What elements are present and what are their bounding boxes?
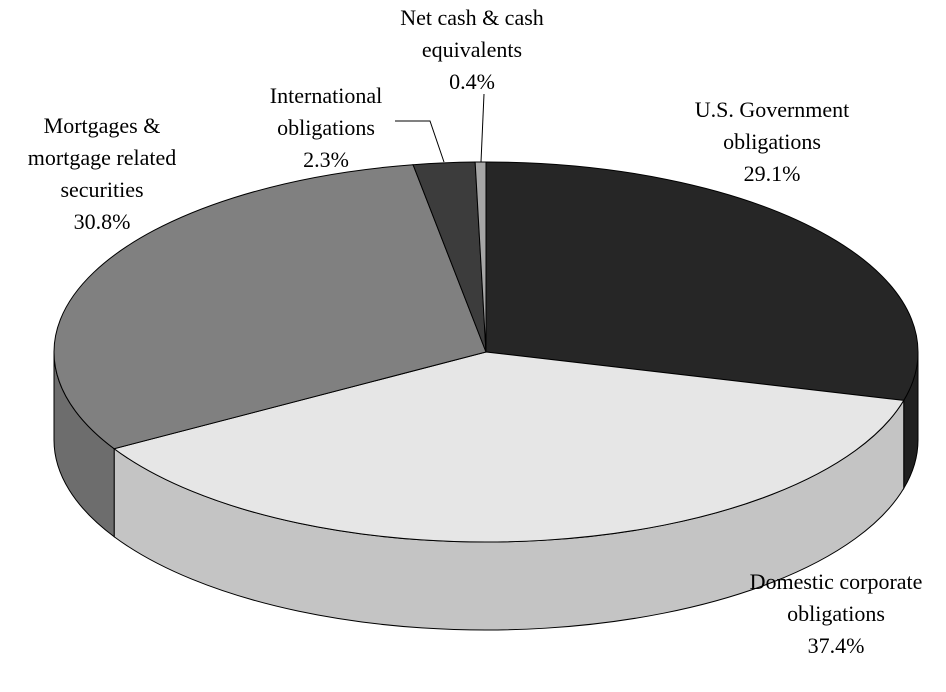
slice bbox=[113, 351, 905, 543]
value-label: 29.1% bbox=[743, 161, 801, 186]
category-label: International obligations bbox=[269, 83, 383, 140]
category-label: Net cash & cash equivalents bbox=[400, 5, 544, 62]
slice-label: International obligations 2.3% bbox=[251, 80, 401, 176]
value-label: 37.4% bbox=[807, 633, 865, 658]
value-label: 0.4% bbox=[449, 69, 495, 94]
slice-label: Domestic corporate obligations 37.4% bbox=[726, 566, 946, 662]
leader-line bbox=[395, 120, 445, 163]
slice bbox=[474, 161, 487, 353]
slice bbox=[485, 161, 919, 401]
category-label: Mortgages & mortgage related securities bbox=[27, 113, 177, 202]
slice bbox=[53, 164, 487, 450]
value-label: 30.8% bbox=[73, 209, 131, 234]
slice-label: Net cash & cash equivalents 0.4% bbox=[385, 2, 560, 98]
slice-label: U.S. Government obligations 29.1% bbox=[677, 94, 867, 190]
value-label: 2.3% bbox=[303, 147, 349, 172]
leader-line bbox=[480, 93, 485, 163]
category-label: U.S. Government obligations bbox=[694, 97, 850, 154]
slice-label: Mortgages & mortgage related securities 3… bbox=[12, 110, 192, 238]
category-label: Domestic corporate obligations bbox=[749, 569, 923, 626]
